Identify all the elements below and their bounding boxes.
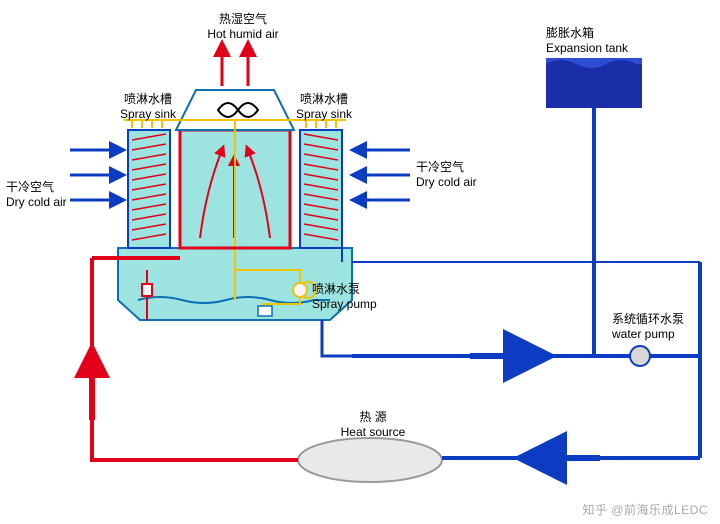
diagram-svg — [0, 0, 720, 524]
label-water-pump: 系统循环水泵 water pump — [612, 312, 720, 342]
cooling-tower — [118, 48, 352, 320]
expansion-tank — [546, 58, 642, 108]
label-heat-source: 热 源 Heat source — [328, 410, 418, 440]
label-expansion-tank: 膨胀水箱 Expansion tank — [546, 26, 666, 56]
label-spray-pump: 喷淋水泵 Spray pump — [312, 282, 392, 312]
label-dry-air-left: 干冷空气 Dry cold air — [6, 180, 96, 210]
heat-source — [298, 438, 442, 482]
watermark: 知乎 @前海乐成LEDC — [582, 501, 708, 518]
dry-air-right-arrows — [358, 150, 410, 200]
label-hot-humid-air: 热湿空气 Hot humid air — [198, 12, 288, 42]
water-pump-icon — [630, 346, 650, 366]
spray-pump-icon — [293, 283, 307, 297]
label-dry-air-right: 干冷空气 Dry cold air — [416, 160, 506, 190]
label-spray-sink-left: 喷淋水槽 Spray sink — [112, 92, 184, 122]
left-coil — [124, 120, 174, 248]
right-coil — [296, 120, 346, 248]
label-spray-sink-right: 喷淋水槽 Spray sink — [288, 92, 360, 122]
